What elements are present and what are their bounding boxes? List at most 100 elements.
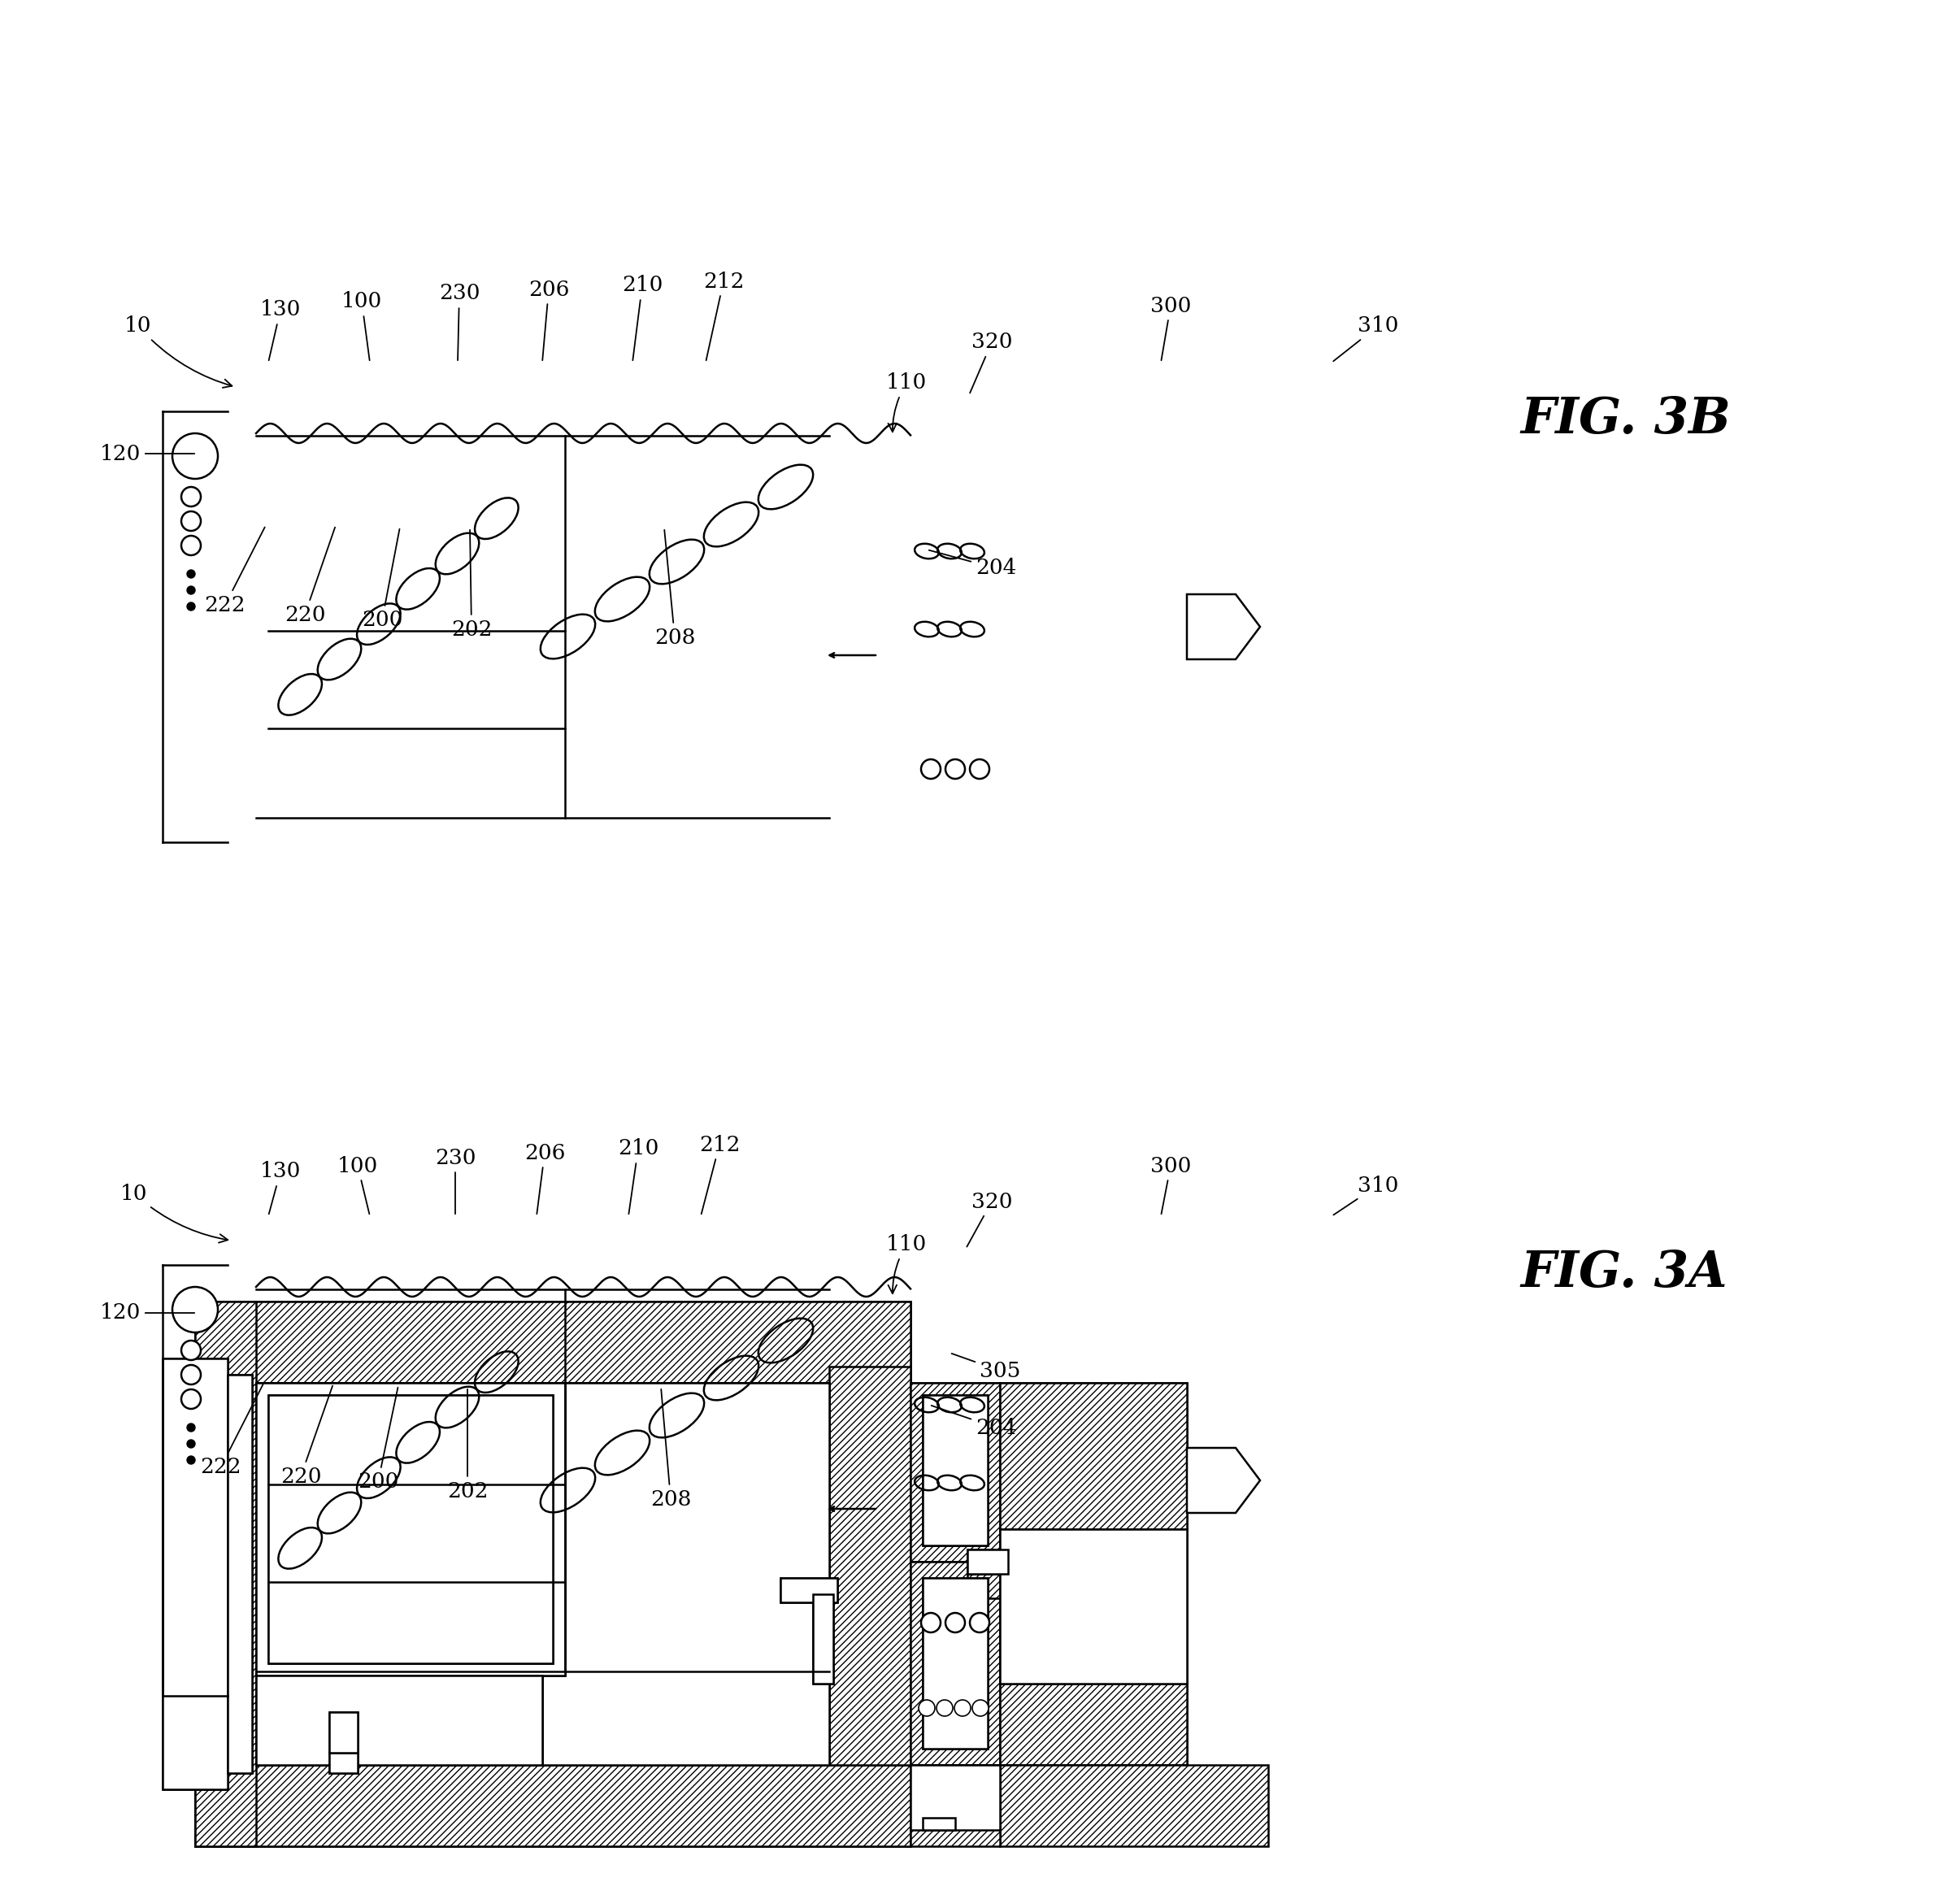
Bar [813,1594,833,1683]
Circle shape [972,1700,988,1717]
Bar [163,1359,227,1789]
Text: 130: 130 [261,299,302,360]
Text: 220: 220 [284,527,335,625]
Circle shape [945,1613,964,1632]
Circle shape [180,512,200,531]
Bar [911,1383,1000,1561]
Text: 204: 204 [931,1406,1017,1438]
Polygon shape [1188,1448,1260,1512]
Bar [196,1302,257,1846]
Bar [813,1594,833,1683]
Bar [1000,1383,1188,1529]
Circle shape [186,1440,196,1448]
Bar [257,1383,564,1675]
Bar [968,1550,1007,1597]
Bar [1000,1529,1188,1683]
Circle shape [955,1700,970,1717]
Bar [163,1359,227,1789]
Circle shape [180,1389,200,1408]
Bar [227,1374,253,1774]
Bar [911,1764,1000,1846]
Bar [968,1550,1007,1597]
Circle shape [180,487,200,506]
Text: 206: 206 [523,1143,564,1215]
Bar [329,1753,357,1774]
Bar [269,1395,553,1664]
Bar [911,1561,1000,1764]
Circle shape [937,1700,953,1717]
Text: 222: 222 [204,527,265,616]
Text: 10: 10 [125,316,231,388]
Text: 130: 130 [261,1162,302,1215]
Text: 310: 310 [1333,316,1397,362]
Circle shape [945,760,964,779]
Bar [923,1395,988,1546]
Bar [196,1302,911,1383]
Text: 300: 300 [1151,1156,1192,1215]
Bar [196,1764,911,1846]
Bar [257,1675,543,1764]
Text: 202: 202 [447,1389,488,1501]
Bar [780,1579,837,1603]
Text: 212: 212 [704,271,745,360]
Text: FIG. 3B: FIG. 3B [1521,394,1731,443]
Text: 202: 202 [451,531,492,639]
Bar [829,1366,911,1764]
Bar [196,1302,911,1383]
Text: 10: 10 [120,1182,227,1243]
Circle shape [970,1613,990,1632]
Bar [923,1395,988,1546]
Bar [257,1383,564,1675]
Text: 208: 208 [651,1389,692,1508]
Bar [968,1550,1007,1597]
Bar [923,1817,955,1831]
Text: 208: 208 [655,531,696,648]
Text: 305: 305 [953,1353,1021,1381]
Bar [257,1675,543,1764]
Circle shape [180,1364,200,1385]
Polygon shape [1188,595,1260,659]
Circle shape [919,1700,935,1717]
Text: 212: 212 [700,1135,741,1215]
Text: 310: 310 [1333,1175,1397,1215]
Bar [257,1383,564,1675]
Bar [1000,1683,1188,1764]
Bar [911,1764,1000,1846]
Bar [196,1302,911,1383]
Bar [196,1764,911,1846]
Bar [196,1302,257,1846]
Text: 220: 220 [280,1385,333,1486]
Bar [911,1383,1000,1561]
Bar [923,1579,988,1749]
Circle shape [186,1423,196,1431]
Text: 100: 100 [341,292,382,360]
Bar [329,1711,357,1753]
Circle shape [921,1613,941,1632]
Bar [968,1550,1007,1575]
Bar [911,1561,1000,1764]
Text: 300: 300 [1151,296,1192,360]
Text: 200: 200 [361,529,402,631]
Bar [829,1366,911,1764]
Bar [257,1675,543,1764]
Text: 320: 320 [970,332,1011,392]
Bar [829,1366,911,1764]
Text: 206: 206 [529,279,568,360]
Bar [196,1302,257,1846]
Circle shape [921,760,941,779]
Text: 120: 120 [100,443,194,464]
Bar [196,1764,911,1846]
Bar [329,1753,357,1774]
Bar [257,1675,543,1764]
Bar [911,1383,1000,1561]
Circle shape [970,760,990,779]
Circle shape [186,603,196,610]
Bar [911,1764,1000,1831]
Bar [257,1383,564,1675]
Bar [968,1550,1007,1597]
Text: 204: 204 [929,550,1017,578]
Bar [968,1550,1007,1575]
Bar [329,1711,357,1753]
Bar [196,1302,257,1846]
Circle shape [186,1455,196,1465]
